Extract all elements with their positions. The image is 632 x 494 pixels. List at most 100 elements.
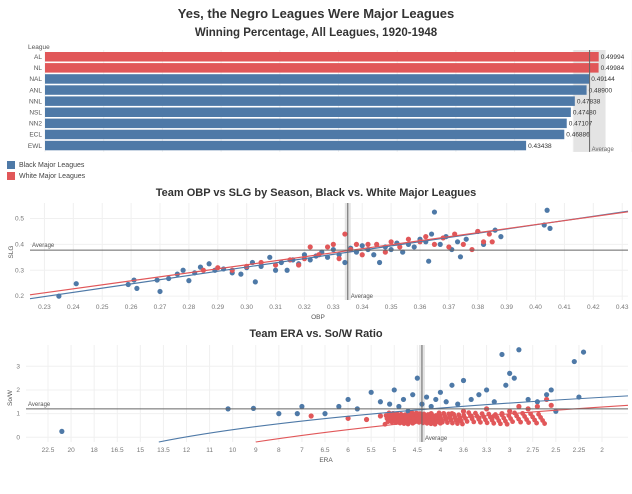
point-white: [507, 408, 513, 414]
point-black: [377, 399, 383, 405]
x-tick-label: 0.40: [529, 304, 542, 311]
point-black: [548, 387, 554, 393]
point-white: [445, 420, 450, 425]
point-white: [478, 419, 483, 425]
point-white: [534, 420, 539, 426]
bar-al: [45, 52, 599, 62]
point-black: [426, 258, 432, 264]
point-white: [484, 420, 490, 426]
x-tick-label: 12: [183, 447, 191, 454]
point-white: [330, 241, 336, 247]
y-tick-label: 0.4: [15, 241, 24, 248]
legend-swatch-black: [7, 161, 15, 169]
x-tick-label: 6.5: [320, 447, 329, 454]
point-black: [238, 271, 244, 277]
y-tick-label: 1: [16, 411, 20, 418]
x-tick-label: 0.38: [471, 304, 484, 311]
point-white: [542, 421, 547, 426]
point-white: [498, 421, 503, 427]
point-black: [299, 403, 305, 410]
x-axis-label: OBP: [311, 314, 325, 321]
point-white: [460, 241, 466, 247]
y-tick-label: 2: [16, 387, 20, 394]
x-tick-label: 0.31: [269, 304, 282, 311]
y-tick-label: 3: [16, 363, 20, 370]
bar-nsl: [45, 107, 571, 117]
x-tick-label: 10: [229, 447, 237, 454]
point-white: [308, 413, 314, 419]
x-tick-label: 11: [206, 447, 213, 454]
data-label-nsl: 0.47480: [573, 110, 597, 117]
point-white: [446, 244, 452, 250]
bar-chart-title: Winning Percentage, All Leagues, 1920-19…: [194, 27, 438, 39]
legend-swatch-white: [7, 172, 15, 180]
point-white: [516, 403, 522, 410]
point-black: [294, 411, 300, 417]
x-tick-label: 0.39: [500, 304, 513, 311]
x-tick-label: 0.24: [67, 304, 80, 311]
point-black: [336, 403, 342, 410]
y-axis-label-league: League: [28, 44, 50, 51]
trendline-black: [158, 395, 629, 443]
point-white: [431, 241, 438, 247]
x-tick-label: 0.41: [558, 304, 571, 311]
y-axis-label: So/W: [7, 389, 14, 406]
data-label-anl: 0.48900: [589, 87, 613, 94]
point-white: [464, 419, 470, 424]
point-white: [510, 419, 515, 425]
x-tick-label: 0.26: [125, 304, 138, 311]
point-black: [431, 209, 438, 215]
point-white: [455, 421, 460, 426]
bar-ecl: [45, 129, 565, 140]
point-white: [388, 239, 394, 245]
category-label-nnl: NNL: [29, 98, 42, 105]
bar-nl: [45, 63, 599, 73]
point-black: [437, 389, 444, 395]
point-black: [388, 246, 394, 253]
y-tick-label: 0.2: [15, 293, 24, 300]
legend-item-white[interactable]: White Major Leagues: [7, 172, 85, 180]
point-white: [405, 236, 412, 242]
point-black: [307, 257, 313, 263]
point-white: [460, 421, 465, 427]
x-tick-label: 9: [254, 447, 258, 454]
x-tick-label: 0.29: [211, 304, 224, 311]
point-white: [460, 408, 467, 414]
category-label-nl: NL: [34, 65, 43, 72]
point-black: [330, 246, 336, 253]
point-black: [516, 347, 522, 353]
point-black: [507, 370, 513, 376]
point-white: [486, 231, 492, 237]
x-tick-label: 4.5: [413, 447, 422, 454]
point-black: [525, 396, 531, 403]
x-tick-label: 5: [392, 447, 396, 454]
y-axis-label: SLG: [8, 245, 15, 258]
x-tick-label: 2: [600, 447, 604, 454]
point-black: [342, 259, 348, 266]
category-label-nal: NAL: [29, 76, 42, 83]
point-black: [460, 377, 467, 384]
legend-item-black[interactable]: Black Major Leagues: [7, 161, 84, 169]
point-white: [440, 419, 445, 425]
point-black: [511, 375, 517, 381]
point-black: [499, 351, 505, 358]
bar-ewl: [45, 140, 527, 151]
legend-label-black: Black Major Leagues: [19, 161, 85, 169]
x-tick-label: 0.37: [443, 304, 456, 311]
point-black: [359, 243, 365, 249]
point-white: [363, 416, 370, 423]
x-tick-label: 0.36: [414, 304, 427, 311]
point-white: [450, 420, 455, 426]
point-black: [443, 399, 449, 405]
x-tick-label: 3: [508, 447, 512, 454]
y-tick-label: 0.5: [15, 216, 24, 223]
point-black: [463, 236, 469, 242]
point-white: [365, 241, 371, 247]
point-white: [345, 415, 351, 421]
point-white: [423, 234, 429, 240]
point-black: [267, 254, 273, 260]
point-black: [396, 403, 402, 410]
data-label-al: 0.49994: [601, 54, 625, 61]
point-white: [534, 403, 540, 410]
point-white: [471, 419, 477, 425]
